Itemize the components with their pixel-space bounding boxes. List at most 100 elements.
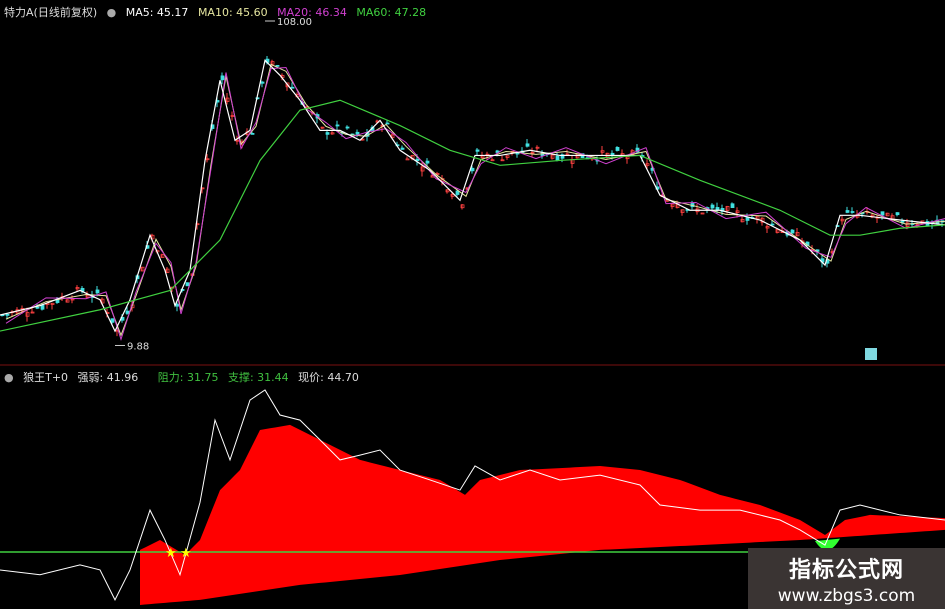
price-annotation: 108.00 (277, 17, 312, 28)
candle-body (400, 147, 405, 150)
ma20-line (5, 66, 945, 342)
candle-body (505, 155, 510, 158)
candle-body (85, 294, 90, 298)
candle-body (535, 146, 540, 149)
candle-body (680, 209, 685, 213)
current-price-label: 现价: 44.70 (298, 371, 359, 384)
candle-body (715, 207, 720, 210)
candle-body (270, 61, 275, 65)
support-label: 支撑: 31.44 (227, 371, 289, 384)
candle-body (225, 97, 230, 102)
candle-body (30, 311, 35, 314)
price-annotation: 9.88 (127, 341, 149, 352)
candle-body (35, 306, 40, 309)
candle-body (75, 287, 80, 290)
candle-body (885, 212, 890, 217)
candle-body (385, 122, 390, 125)
candle-body (725, 206, 730, 211)
candle-body (405, 158, 410, 161)
candle-body (745, 217, 750, 221)
candle-body (160, 254, 165, 258)
candle-body (355, 131, 360, 135)
candle-body (840, 218, 845, 222)
settings-circle-icon[interactable]: ● (4, 371, 14, 384)
candle-body (730, 203, 735, 209)
candle-body (290, 86, 295, 89)
candle-body (770, 223, 775, 226)
candle-body (475, 149, 480, 152)
candle-body (220, 75, 225, 81)
candle-body (65, 299, 70, 303)
ma5-line (0, 59, 945, 333)
candle-body (850, 211, 855, 213)
watermark-title: 指标公式网 (788, 558, 904, 583)
ma10-label: MA10: 45.60 (197, 6, 268, 19)
candle-body (40, 304, 45, 310)
candle-body (470, 167, 475, 172)
candle-body (700, 212, 705, 215)
candle-body (140, 266, 145, 272)
candle-body (670, 203, 675, 208)
ma10-line (5, 63, 945, 337)
stock-name: 特力A(日线前复权) (4, 6, 98, 19)
candle-body (175, 303, 180, 307)
candle-body (185, 282, 190, 287)
watermark-logo: 指标公式网 www.zbgs3.com (748, 548, 945, 609)
candle-body (560, 154, 565, 159)
indicator-pane-header: ● 狼王T+0 强弱: 41.96 阻力: 31.75 支撑: 31.44 现价… (4, 369, 365, 385)
watermark-url: www.zbgs3.com (777, 586, 916, 606)
candle-body (555, 155, 560, 161)
candle-body (415, 158, 420, 162)
candle-body (525, 143, 530, 147)
candle-body (460, 204, 465, 209)
price-pane-header: 特力A(日线前复权) ● MA5: 45.17 MA10: 45.60 MA20… (4, 4, 432, 20)
candle-body (530, 152, 535, 154)
candle-body (165, 268, 170, 273)
ma5-label: MA5: 45.17 (125, 6, 189, 19)
settings-circle-icon[interactable]: ● (106, 6, 117, 19)
candle-body (615, 146, 620, 151)
candle-body (420, 166, 425, 172)
red-strength-area (140, 424, 945, 605)
ma60-line (0, 99, 945, 332)
candle-body (205, 158, 210, 161)
candle-body (110, 318, 115, 323)
candle-body (425, 160, 430, 164)
candle-body (25, 312, 30, 317)
candle-body (490, 159, 495, 162)
candle-body (765, 226, 770, 229)
candle-body (790, 229, 795, 234)
candle-body (325, 132, 330, 135)
signal-marker-icon (865, 348, 877, 360)
candle-body (230, 115, 235, 117)
candle-body (740, 219, 745, 223)
candle-body (895, 212, 900, 216)
candle-body (50, 302, 55, 305)
candle-body (900, 220, 905, 223)
candle-body (250, 132, 255, 135)
candle-body (95, 289, 100, 294)
candle-body (335, 124, 340, 127)
candle-body (320, 126, 325, 129)
strength-label: 强弱: 41.96 (77, 371, 139, 384)
candle-body (550, 154, 555, 159)
candle-body (905, 222, 910, 228)
ma20-label: MA20: 46.34 (277, 6, 347, 19)
candle-body (845, 210, 850, 213)
candle-body (330, 132, 335, 135)
ma60-label: MA60: 47.28 (356, 6, 427, 19)
resistance-label: 阻力: 31.75 (157, 371, 219, 384)
candle-body (645, 163, 650, 166)
star-icon: ★ (180, 546, 192, 561)
candle-body (5, 313, 10, 316)
candle-body (70, 298, 75, 301)
candle-body (445, 189, 450, 193)
star-icon: ★ (165, 546, 177, 561)
candle-body (880, 211, 885, 216)
candle-body (735, 210, 740, 213)
candle-body (455, 190, 460, 195)
candle-body (600, 150, 605, 153)
current-price-line (0, 389, 945, 601)
